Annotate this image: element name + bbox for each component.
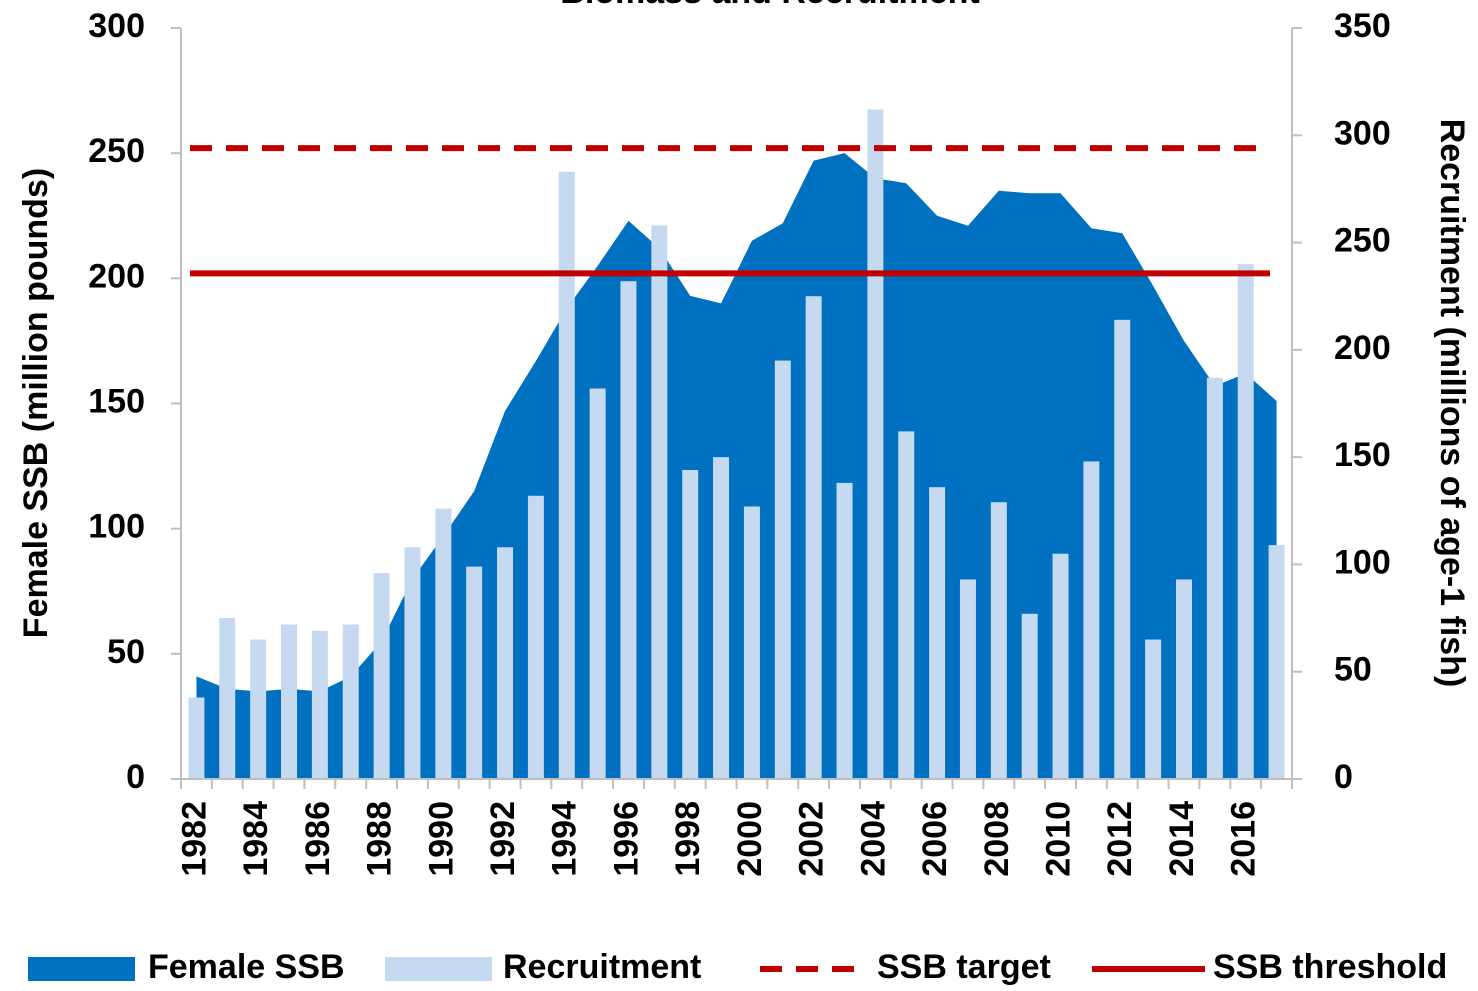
x-tick-label: 1998 (669, 801, 707, 877)
bar (404, 547, 421, 779)
bar (959, 579, 976, 779)
bar (1206, 377, 1223, 779)
chart-title: Biomass and Recruitment (560, 0, 979, 11)
bar (281, 624, 298, 779)
x-tick-label: 1994 (546, 801, 584, 877)
bar (373, 573, 390, 779)
bar (990, 502, 1007, 779)
bar (836, 482, 853, 779)
y2-tick-label: 300 (1334, 114, 1391, 152)
x-tick-label: 2008 (978, 801, 1016, 877)
x-tick-label: 2014 (1163, 801, 1201, 877)
y2-tick-label: 0 (1334, 758, 1353, 796)
bar (1114, 319, 1131, 779)
y-tick-label: 200 (88, 257, 145, 295)
y2-tick-label: 200 (1334, 329, 1391, 367)
x-tick-label: 2004 (854, 801, 892, 877)
bar (620, 281, 637, 779)
y2-tick-label: 150 (1334, 436, 1391, 474)
bar (651, 225, 668, 780)
bar (342, 624, 359, 779)
bar (311, 630, 328, 779)
bar (497, 547, 514, 779)
y2-tick-label: 100 (1334, 543, 1391, 581)
bar (743, 506, 760, 779)
x-tick-label: 2010 (1040, 801, 1078, 877)
x-tick-label: 1984 (237, 801, 275, 877)
y-tick-label: 250 (88, 132, 145, 170)
bar (558, 171, 575, 779)
bar (219, 618, 236, 779)
legend-label: SSB threshold (1213, 948, 1447, 986)
bar (682, 470, 699, 779)
bar (1083, 461, 1100, 779)
y-axis-title: Female SSB (million pounds) (17, 168, 55, 638)
bar (867, 109, 884, 780)
legend-label: Female SSB (148, 948, 345, 986)
bar (589, 388, 606, 779)
bar (898, 431, 915, 779)
bar (435, 508, 452, 779)
bar (527, 495, 544, 779)
bar (774, 360, 791, 779)
y-tick-label: 50 (107, 633, 145, 671)
x-tick-label: 1990 (422, 801, 460, 877)
x-tick-label: 2012 (1101, 801, 1139, 877)
bar (250, 639, 267, 779)
y2-axis-title: Recruitment (millions of age-1 fish) (1433, 119, 1471, 688)
y2-tick-label: 50 (1334, 651, 1372, 689)
x-tick-label: 2002 (793, 801, 831, 877)
x-tick-label: 2000 (731, 801, 769, 877)
y-tick-label: 150 (88, 382, 145, 420)
x-tick-label: 1996 (607, 801, 645, 877)
bar (805, 296, 822, 779)
x-tick-label: 1992 (484, 801, 522, 877)
bar (466, 566, 483, 779)
bar (929, 487, 946, 779)
legend-label: Recruitment (503, 948, 701, 986)
legend-label: SSB target (877, 948, 1051, 986)
y2-tick-label: 250 (1334, 222, 1391, 260)
bar (1175, 579, 1192, 779)
y-tick-label: 300 (88, 7, 145, 45)
bar (1145, 639, 1162, 779)
y-tick-label: 100 (88, 508, 145, 546)
legend-swatch (385, 957, 492, 981)
x-tick-label: 2016 (1225, 801, 1263, 877)
x-tick-label: 1988 (361, 801, 399, 877)
y-tick-label: 0 (126, 758, 145, 796)
x-tick-label: 1986 (299, 801, 337, 877)
bar (1268, 545, 1285, 779)
bar (1237, 264, 1254, 779)
bar (1021, 613, 1038, 779)
bar (713, 457, 730, 779)
x-tick-label: 1982 (175, 801, 213, 877)
bar (1052, 553, 1069, 779)
x-tick-label: 2006 (916, 801, 954, 877)
y2-tick-label: 350 (1334, 7, 1391, 45)
legend-swatch (28, 957, 135, 981)
bar (188, 697, 205, 779)
